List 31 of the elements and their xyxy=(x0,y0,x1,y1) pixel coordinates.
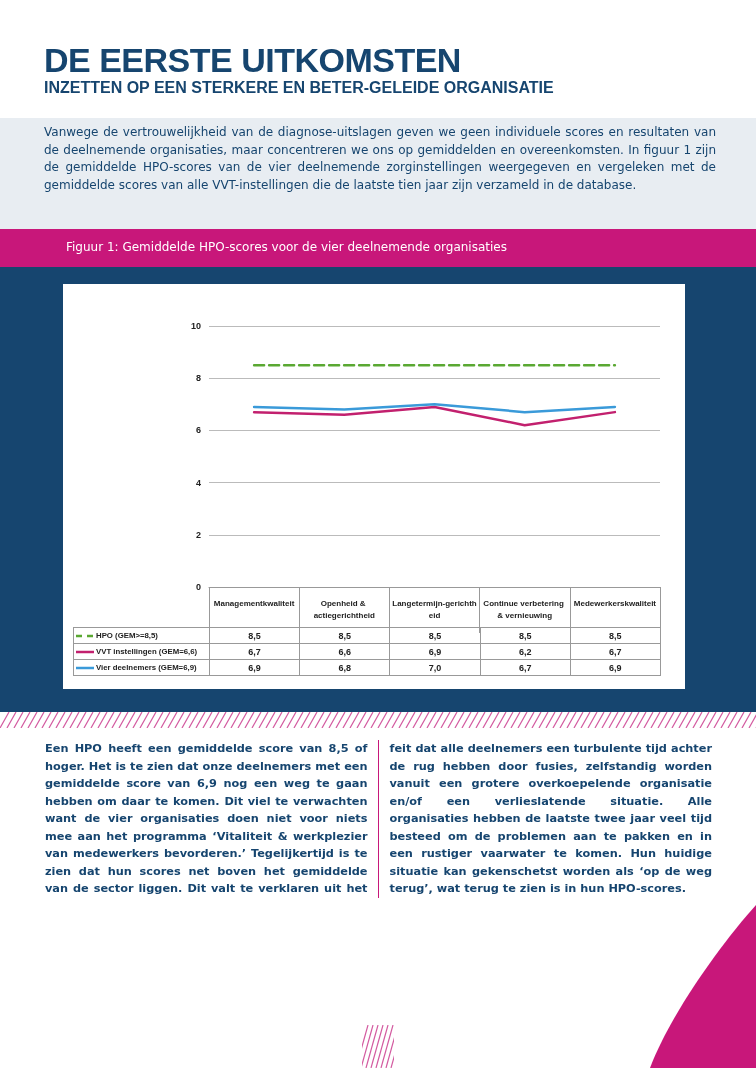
text: Figuur 1: Gemiddelde HPO-scores voor de vier deelnemende organisaties xyxy=(66,240,507,254)
x-tick-label: Continue verbetering & vernieuwing xyxy=(483,598,567,620)
data-label: 8,5 xyxy=(209,627,300,644)
y-tick-label: 4 xyxy=(195,477,201,488)
y-tick-label: 10 xyxy=(190,321,201,331)
data-label: 6,8 xyxy=(299,659,390,676)
text: Een HPO heeft een gemiddelde score van 8,5 of hoger. Het is te zien dat onze deelnemers met een gemiddelde score van 6,9 nog een weg te gaan hebben om daar te komen. Dit viel te verwachten want de vier organisaties doen niet voor niets mee aan het programma ‘Vitaliteit & werkplezier van medewerkers bevorderen.’ Tegelijkertijd is te zien dat hun scores net boven het gemiddelde van de sector liggen. Dit valt te verklaren uit het feit dat alle deelnemers een turbulente tijd achter de rug hebben door fusies, zelfstandig worden vanuit een grotere overkoepelende organisatie en/of een verlieslatende situatie. Alle organisaties hebben de laatste twee jaar veel tijd besteed om de problemen aan te pakken en in een rustiger vaarwater te komen. Hun huidige situatie kan gekenschetst worden als ‘op de weg terug’, wat terug te zien is in hun HPO-scores. xyxy=(45,742,712,895)
data-label: 6,7 xyxy=(480,659,571,676)
data-label: 6,6 xyxy=(299,643,390,660)
chart-title: DE EERSTE UITKOMSTEN xyxy=(44,40,461,80)
y-tick-label: 8 xyxy=(195,373,201,384)
data-label: 8,5 xyxy=(389,627,481,644)
data-label: 8,5 xyxy=(570,627,661,644)
x-tick-label: Managementkwaliteit xyxy=(213,598,295,608)
x-tick-label: Langetermijn-gerichtheid xyxy=(392,598,477,620)
y-tick-label: 2 xyxy=(195,529,201,540)
chart-subtitle: INZETTEN OP EEN STERKERE EN BETER-GELEIDE ORGANISATIE xyxy=(44,79,554,97)
x-tick-label: Openheid & actiegerichtheid xyxy=(313,598,376,620)
text: Vanwege de vertrouwelijkheid van de diagnose-uitslagen geven we geen individuele scores en resultaten van de deelnemende organisaties, maar concentreren we ons op gemiddelden en overeenkomsten. In figuur 1 zijn de gemiddelde HPO-scores van de vier deelnemende zorginstellingen weergegeven en vergeleken met de gemiddelde scores van alle VVT-instellingen die de laatste tien jaar zijn verzameld in de database. xyxy=(44,124,716,194)
x-tick-label: Medewerkerskwaliteit xyxy=(573,598,657,608)
data-label: 8,5 xyxy=(299,627,390,644)
data-label: 6,9 xyxy=(570,659,661,676)
data-label: 7,0 xyxy=(389,659,481,676)
data-label: 6,9 xyxy=(209,659,300,676)
data-label: 6,7 xyxy=(209,643,300,660)
data-label: 6,7 xyxy=(570,643,661,660)
y-tick-label: 6 xyxy=(195,425,201,436)
y-tick-label: 0 xyxy=(195,582,201,592)
data-label: 8,5 xyxy=(480,627,571,644)
data-label: 6,2 xyxy=(480,643,571,660)
data-label: 6,9 xyxy=(389,643,481,660)
